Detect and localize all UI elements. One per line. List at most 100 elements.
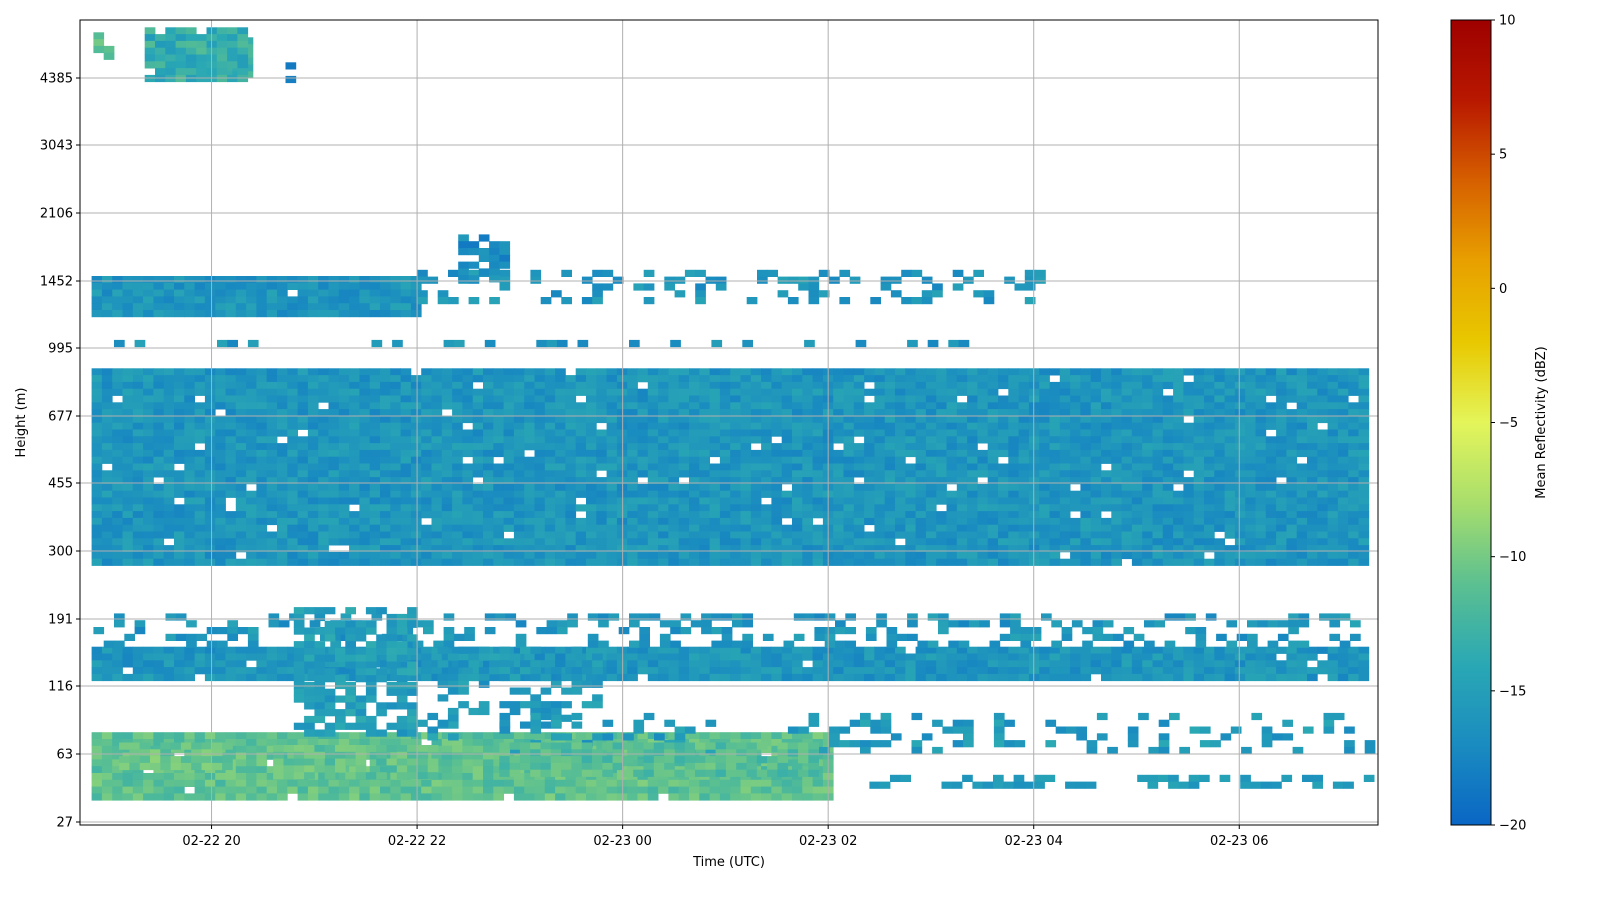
heatmap-cell [658, 429, 669, 437]
heatmap-cell [1080, 422, 1092, 430]
heatmap-cell [359, 310, 371, 318]
heatmap-cell [143, 504, 154, 512]
heatmap-cell [349, 463, 360, 471]
heatmap-cell [750, 436, 762, 444]
heatmap-cell [359, 779, 371, 787]
heatmap-cell [781, 422, 793, 430]
heatmap-cell [781, 402, 793, 410]
heatmap-cell [297, 368, 309, 376]
heatmap-cell [1183, 422, 1195, 430]
heatmap-cell [122, 436, 134, 444]
heatmap-cell [812, 490, 824, 498]
heatmap-cell [132, 667, 144, 675]
heatmap-cell [1265, 409, 1277, 417]
heatmap-cell [462, 732, 474, 740]
heatmap-cell [246, 504, 257, 512]
heatmap-cell [1101, 381, 1112, 390]
heatmap-cell [235, 282, 247, 290]
heatmap-cell [1193, 381, 1205, 390]
heatmap-cell [998, 483, 1009, 492]
heatmap-cell [719, 436, 731, 444]
heatmap-cell [1028, 436, 1040, 444]
heatmap-cell [287, 443, 298, 451]
heatmap-cell [297, 436, 309, 444]
heatmap-cell [802, 531, 813, 539]
heatmap-cell [503, 415, 515, 424]
heatmap-cell [1121, 388, 1133, 396]
heatmap-cell [1162, 443, 1174, 451]
heatmap-cell [833, 504, 844, 512]
heatmap-cell [1245, 463, 1256, 471]
heatmap-cell [328, 303, 340, 311]
heatmap-cell [184, 545, 195, 553]
heatmap-cell [915, 422, 927, 430]
heatmap-cell [740, 504, 752, 512]
heatmap-cell [925, 673, 937, 682]
heatmap-cell [781, 779, 793, 787]
heatmap-cell [1008, 531, 1019, 539]
heatmap-cell [586, 490, 597, 498]
heatmap-cell [400, 415, 412, 424]
heatmap-cell [596, 793, 607, 801]
heatmap-cell [1101, 375, 1112, 383]
heatmap-cell [637, 449, 649, 458]
heatmap-cell [833, 673, 844, 682]
heatmap-cell [771, 745, 783, 753]
heatmap-cell [163, 422, 175, 430]
heatmap-cell [1059, 415, 1071, 424]
heatmap-cell [544, 429, 556, 437]
heatmap-cell [235, 673, 247, 682]
heatmap-cell [431, 517, 443, 526]
heatmap-cell [555, 483, 566, 492]
heatmap-cell [895, 660, 906, 668]
heatmap-cell [1276, 429, 1287, 437]
heatmap-cell [204, 524, 216, 532]
heatmap-cell [524, 381, 535, 390]
heatmap-cell [1039, 436, 1050, 444]
heatmap-cell [884, 551, 896, 560]
heatmap-cell [637, 429, 649, 437]
heatmap-cell [359, 545, 371, 553]
heatmap-cell [132, 524, 144, 532]
heatmap-cell [792, 531, 803, 539]
heatmap-cell [380, 653, 391, 661]
heatmap-cell [1204, 673, 1215, 682]
heatmap-cell [874, 673, 886, 682]
heatmap-cell [1337, 504, 1349, 512]
heatmap-cell [1173, 381, 1184, 390]
heatmap-cell [586, 429, 597, 437]
heatmap-cell [730, 422, 741, 430]
heatmap-cell [709, 646, 721, 654]
heatmap-cell [1152, 558, 1164, 566]
heatmap-cell [1296, 646, 1308, 654]
heatmap-cell [1337, 409, 1349, 417]
heatmap-cell [513, 545, 525, 553]
heatmap-cell [1234, 545, 1246, 553]
heatmap-cell [792, 463, 803, 471]
heatmap-cell [977, 517, 989, 526]
heatmap-cell [534, 470, 546, 478]
heatmap-cell [1224, 545, 1236, 553]
heatmap-cell [689, 511, 700, 519]
heatmap-cell [338, 477, 350, 485]
heatmap-cell [101, 443, 113, 451]
heatmap-cell [1204, 436, 1215, 444]
heatmap-cell [1183, 477, 1195, 485]
heatmap-cell [359, 276, 371, 284]
heatmap-cell [307, 276, 319, 284]
heatmap-cell [91, 538, 103, 546]
heatmap-cell [874, 375, 886, 383]
heatmap-cell [565, 504, 577, 512]
heatmap-cell [132, 490, 144, 498]
heatmap-cell [998, 463, 1009, 471]
heatmap-cell [555, 375, 566, 383]
heatmap-cell [668, 449, 680, 458]
heatmap-cell [1224, 470, 1236, 478]
heatmap-cell [565, 517, 577, 526]
heatmap-cell [421, 511, 432, 519]
heatmap-cell [792, 449, 803, 458]
heatmap-cell [1214, 456, 1225, 464]
heatmap-cell [1317, 368, 1328, 376]
heatmap-cell [1327, 667, 1339, 675]
heatmap-cell [112, 786, 123, 794]
